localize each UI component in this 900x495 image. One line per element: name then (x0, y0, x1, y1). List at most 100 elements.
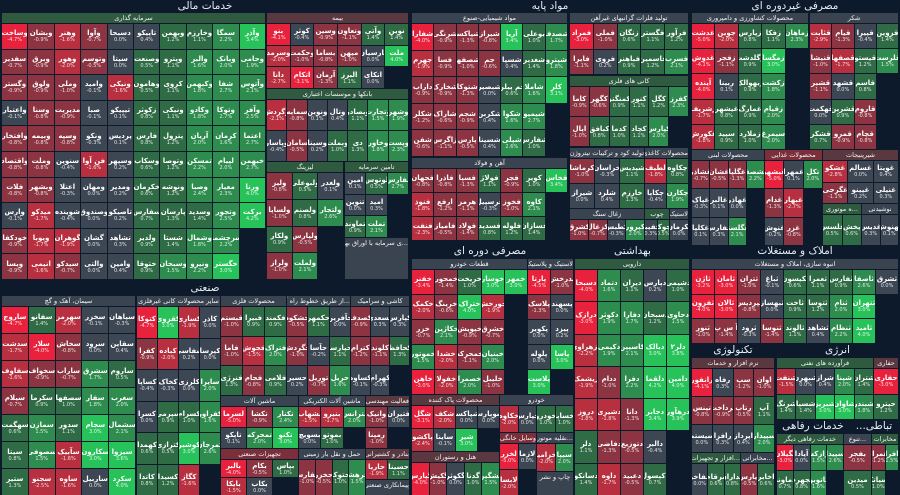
stock-tile[interactable]: چفیبر0.3% (645, 220, 657, 240)
stock-tile[interactable]: تکشا -0.9% (247, 407, 272, 427)
stock-tile[interactable]: زپارس 0.8% (738, 24, 762, 49)
stock-tile[interactable]: حپارسا1.1% (329, 336, 350, 366)
stock-tile[interactable]: خودکفا -0.9% (2, 228, 28, 254)
stock-tile[interactable]: گپارس-4.0% (412, 463, 429, 495)
stock-tile[interactable]: حاریا -1.9% (366, 460, 387, 479)
stock-tile[interactable]: ورنا 4.0% (239, 177, 265, 203)
stock-tile[interactable]: چکاپا -0.4% (645, 184, 666, 208)
sector-header[interactable]: لاستیک و پلاستیک (528, 259, 573, 269)
stock-tile[interactable]: سآبیک -1.6% (55, 442, 82, 468)
sector-header[interactable]: ماشین آلات (221, 396, 298, 406)
stock-tile[interactable]: سشرق 1.7% (82, 361, 109, 387)
stock-tile[interactable]: ثفارس 0.9% (830, 270, 852, 294)
stock-tile[interactable]: پدرخش-1.0% (551, 270, 573, 294)
stock-tile[interactable]: غهاذر 0.0% (728, 189, 746, 217)
stock-tile[interactable]: سکارون 3.0% (82, 442, 109, 468)
stock-tile[interactable]: ختراک 4.0% (458, 295, 481, 319)
stock-tile[interactable]: وپاسار -0.4% (267, 131, 287, 161)
stock-tile[interactable]: ونیرو 2.2% (186, 254, 213, 279)
stock-tile[interactable]: شیراز -0.8% (478, 24, 501, 50)
stock-tile[interactable]: وآتی 1.4% (361, 24, 385, 45)
sector-header[interactable]: محصولات غذایی (765, 150, 822, 160)
stock-tile[interactable]: ساوه -1.6% (55, 469, 82, 495)
stock-tile[interactable]: کخاک -0.3% (158, 370, 178, 401)
stock-tile[interactable]: زشریف -1.7% (692, 99, 715, 124)
sector-header[interactable]: مخابرات (872, 434, 898, 444)
stock-tile[interactable]: توریل -0.7% (308, 366, 329, 395)
stock-tile[interactable]: خموتور 1.5% (412, 345, 435, 369)
stock-tile[interactable]: قپیرا -0.4% (854, 24, 876, 49)
stock-tile[interactable]: فبستم -1.0% (221, 307, 242, 336)
sector-header[interactable]: بنادر و کشتیرانی (366, 449, 409, 459)
sector-header[interactable]: شیرینیجات (823, 150, 898, 160)
stock-tile[interactable]: قاسم 0.8% (854, 74, 876, 99)
stock-tile[interactable]: غدشت -5.0% (692, 24, 715, 49)
stock-tile[interactable]: واعتبار -0.1% (2, 100, 28, 126)
stock-tile[interactable]: خکاژین 2.1% (435, 320, 458, 344)
stock-tile[interactable]: زنگان 0.6% (617, 24, 641, 49)
stock-tile[interactable]: شسینا 0.4% (478, 130, 501, 156)
stock-tile[interactable]: دجابر 3.4% (644, 399, 666, 431)
stock-tile[interactable]: وآذر 3.4% (239, 24, 265, 49)
sector-header[interactable]: فرآورده های نفتی (777, 358, 873, 368)
stock-tile[interactable]: خصمرا 2.0% (458, 370, 481, 394)
stock-tile[interactable]: شراز 0.4% (815, 369, 835, 394)
stock-tile[interactable]: فارس 0.8% (133, 126, 160, 151)
stock-tile[interactable]: قشیر -1.1% (810, 74, 832, 99)
stock-tile[interactable]: شیمیو 2.7% (523, 103, 545, 130)
stock-tile[interactable]: سیستم0.0% (692, 425, 712, 452)
stock-tile[interactable]: وسین -0.9% (314, 24, 337, 45)
stock-tile[interactable]: خکمک -2.0% (412, 295, 435, 319)
stock-tile[interactable]: مداران0.8% (724, 464, 740, 495)
stock-tile[interactable]: نوین 1.4% (385, 24, 408, 45)
stock-tile[interactable]: کهمدا 0.6% (137, 433, 157, 464)
stock-tile[interactable]: ثپردیس-0.8% (738, 294, 760, 319)
stock-tile[interactable]: فملی -1.0% (593, 24, 617, 49)
stock-tile[interactable]: فلوله 1.2% (501, 217, 523, 240)
stock-tile[interactable]: وبهمن 1.2% (160, 24, 186, 49)
stock-tile[interactable]: وسپه -0.8% (54, 126, 81, 151)
stock-tile[interactable]: وتوسم -0.5% (81, 49, 107, 75)
sector-header[interactable]: دارویی (575, 259, 689, 269)
stock-tile[interactable]: شپنا 2.0% (835, 369, 854, 394)
stock-tile[interactable]: سیتا 0.8% (2, 442, 28, 468)
stock-tile[interactable]: سکرما 0.9% (28, 388, 55, 414)
stock-tile[interactable]: دیران 1.1% (621, 270, 643, 302)
stock-tile[interactable]: وتعاون -1.1% (337, 24, 361, 45)
stock-tile[interactable]: کلوند -1.1% (370, 336, 390, 366)
stock-tile[interactable]: غنوش -0.2% (765, 217, 784, 245)
stock-tile[interactable]: کسعدی0.3% (370, 307, 390, 336)
stock-tile[interactable]: بموتو 1.0% (321, 428, 343, 448)
stock-tile[interactable]: وحکمت -1.0% (290, 45, 314, 67)
stock-tile[interactable]: کتوکا -4.7% (137, 307, 157, 338)
stock-tile[interactable]: پیزد 0.2% (551, 320, 573, 344)
stock-tile[interactable]: فجهان -0.8% (412, 169, 434, 192)
stock-tile[interactable]: دی 1.3% (348, 131, 368, 161)
stock-tile[interactable]: خپویش -0.9% (458, 320, 481, 344)
stock-tile[interactable]: ثفزون -4.0% (692, 294, 714, 319)
stock-tile[interactable]: کگاز -1.6% (179, 464, 199, 495)
stock-tile[interactable]: غزر -0.8% (784, 217, 803, 245)
stock-tile[interactable]: شتران 1.4% (854, 369, 873, 394)
stock-tile[interactable]: وملی -1.0% (54, 75, 81, 100)
stock-tile[interactable]: فولاد -1.4% (456, 217, 478, 240)
stock-tile[interactable]: شوپارس0.0% (478, 406, 499, 428)
stock-tile[interactable]: ثنور -1.0% (692, 319, 714, 343)
stock-tile[interactable]: تکنو 3.0% (273, 428, 298, 448)
stock-tile[interactable]: وملت -0.8% (28, 152, 54, 177)
stock-tile[interactable]: زفکا 1.1% (762, 24, 785, 49)
stock-tile[interactable]: غدام -1.3% (765, 189, 784, 217)
stock-tile[interactable]: کسرا 0.0% (137, 401, 157, 432)
stock-tile[interactable]: تفارس2.7% (387, 173, 408, 194)
stock-tile[interactable]: شگل -3.1% (412, 406, 433, 428)
stock-tile[interactable]: اسیاتک1.0% (872, 470, 885, 495)
stock-tile[interactable]: پکرمان0.0% (670, 220, 688, 240)
sector-header[interactable]: آهن و فولاد (412, 158, 567, 168)
stock-tile[interactable]: پترول 1.2% (160, 126, 186, 151)
sector-header[interactable]: لیزینگ (267, 162, 343, 172)
stock-tile[interactable]: آ س پ -1.4% (715, 319, 737, 343)
stock-tile[interactable]: شیر 3.0% (456, 429, 477, 451)
stock-tile[interactable]: افرا 1.5% (885, 445, 898, 470)
sector-header[interactable]: مواد شیمیایی-صنوع (412, 13, 567, 23)
stock-tile[interactable]: کسیدا 1.2% (158, 464, 178, 495)
